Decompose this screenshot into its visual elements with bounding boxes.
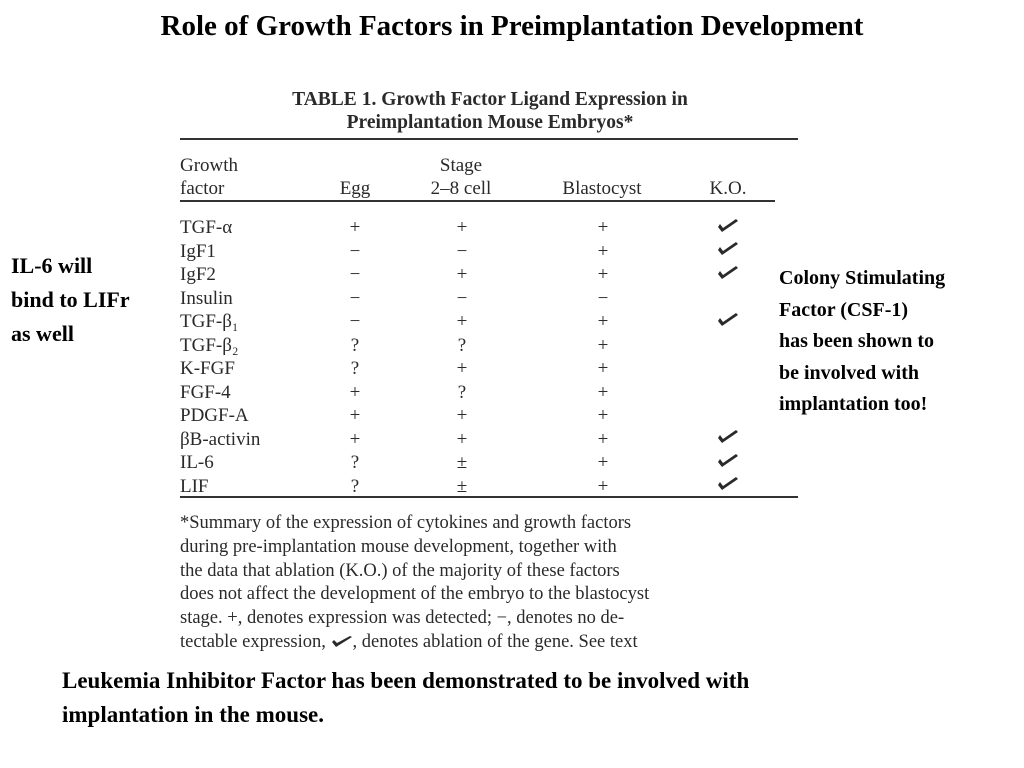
slide-title: Role of Growth Factors in Preimplantatio… [160,10,864,42]
two-to-eight-cell-cell: + [456,217,468,238]
ko-cell [710,216,746,240]
blastocyst-cell: − [597,287,609,309]
two-to-eight-cell-cell: + [456,358,468,379]
table-footnote: *Summary of the expression of cytokines … [180,512,802,657]
two-to-eight-cell-cell: ± [456,475,468,497]
ko-cell [710,263,746,287]
table-top-rule [180,138,798,140]
growth-factor-table-figure: TABLE 1. Growth Factor Ligand Expression… [180,88,800,658]
table-row: FGF-4 +? + [180,381,800,405]
growth-factor-cell: TGF-β₁ [180,311,239,332]
il6-note: IL-6 will bind to LIFr as well [11,253,130,346]
growth-factor-cell: Insulin [180,287,233,309]
check-mark-icon [331,633,353,657]
header-stage: Stage 2–8 cell [430,155,492,199]
egg-cell: + [349,428,361,450]
egg-cell: − [349,240,361,262]
egg-cell: − [349,287,361,309]
footnote-text-1: *Summary of the expression of cytokines … [180,513,650,652]
egg-cell: + [349,405,361,426]
header-ko: K.O. [709,178,747,199]
table-row: TGF-β₁ − + + [180,310,800,334]
check-mark-icon [717,428,739,452]
growth-factor-cell: FGF-4 [180,381,231,403]
blastocyst-cell: + [597,405,609,426]
blastocyst-cell: + [597,358,609,379]
table-row: IL-6? ± + [180,451,800,475]
egg-cell: ? [350,452,360,473]
ko-cell [710,240,746,264]
ko-cell [710,428,746,452]
two-to-eight-cell-cell: − [456,240,468,262]
table-bottom-rule [180,496,798,498]
two-to-eight-cell-cell: + [456,311,468,332]
growth-factor-cell: TGF-β₂ [180,334,239,356]
blastocyst-cell: + [597,452,609,473]
growth-factor-cell: K-FGF [180,358,235,379]
header-egg: Egg [339,178,371,199]
growth-factor-cell: IgF1 [180,240,216,262]
blastocyst-cell: + [597,381,609,403]
lif-note: Leukemia Inhibitor Factor has been demon… [62,668,750,727]
header-growth-factor: Growth factor [180,155,239,199]
two-to-eight-cell-cell: + [456,428,468,450]
ko-cell [710,310,746,334]
header-blastocyst: Blastocyst [562,178,642,199]
growth-factor-cell: PDGF-A [180,405,249,426]
check-mark-icon [717,264,739,288]
table-row: PDGF-A + + + [180,404,800,428]
check-mark-icon [717,452,739,476]
egg-cell: + [349,217,361,238]
two-to-eight-cell-cell: ? [457,381,467,403]
check-mark-icon [717,475,739,499]
two-to-eight-cell-cell: ? [457,334,467,356]
two-to-eight-cell-cell: + [456,405,468,426]
egg-cell: − [349,264,361,285]
table-row: IgF2 − + + [180,263,800,287]
blastocyst-cell: + [597,240,609,262]
two-to-eight-cell-cell: − [456,287,468,309]
egg-cell: + [349,381,361,403]
footnote-text-2: , denotes ablation of the gene. See text [352,631,638,652]
table-header-rule [180,200,775,202]
blastocyst-cell: + [597,475,609,497]
table-row: TGF-α + + + [180,216,800,240]
check-mark-icon [717,217,739,241]
table-body: TGF-α + + + IgF1− − + IgF2− + + Insulin − − − TGF-β₁ − +… [180,216,800,498]
table-row: IgF1 − − + [180,240,800,264]
blastocyst-cell: + [597,311,609,332]
blastocyst-cell: + [597,334,609,356]
csf1-note: Colony Stimulating Factor (CSF-1) has be… [779,267,946,415]
blastocyst-cell: + [597,264,609,285]
egg-cell: ? [350,334,360,356]
growth-factor-cell: IL-6 [180,452,214,473]
ko-cell [710,451,746,475]
table-row: LIF? ± + [180,475,800,499]
growth-factor-cell: TGF-α [180,217,233,238]
blastocyst-cell: + [597,217,609,238]
growth-factor-cell: βB-activin [180,428,261,450]
growth-factor-cell: LIF [180,475,209,497]
table-row: TGF-β₂?? + [180,334,800,358]
two-to-eight-cell-cell: ± [456,452,468,473]
egg-cell: ? [350,475,360,497]
table-row: K-FGF? + + [180,357,800,381]
table-row: Insulin − − − [180,287,800,311]
two-to-eight-cell-cell: + [456,264,468,285]
blastocyst-cell: + [597,428,609,450]
egg-cell: − [349,311,361,332]
table-row: βB-activin + + + [180,428,800,452]
ko-cell [710,475,746,499]
check-mark-icon [717,240,739,264]
egg-cell: ? [350,358,360,379]
check-mark-icon [717,311,739,335]
growth-factor-cell: IgF2 [180,264,216,285]
table-caption: TABLE 1. Growth Factor Ligand Expression… [292,89,688,133]
